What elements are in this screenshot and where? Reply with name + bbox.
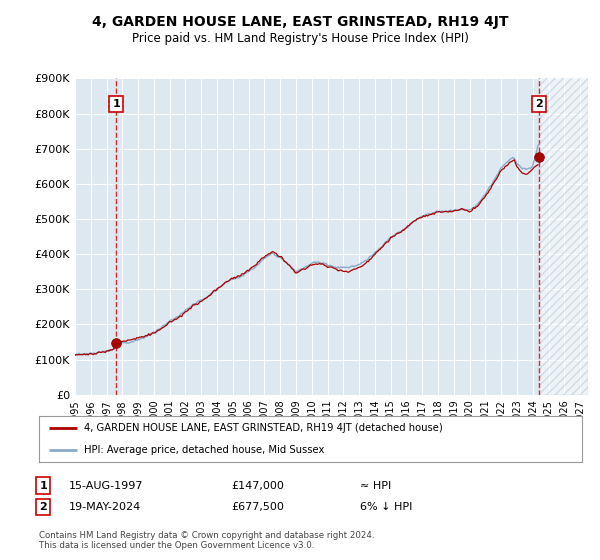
Text: £677,500: £677,500: [231, 502, 284, 512]
Text: 2: 2: [535, 99, 542, 109]
Text: 1: 1: [40, 480, 47, 491]
Text: £147,000: £147,000: [231, 480, 284, 491]
Text: 2: 2: [40, 502, 47, 512]
Text: 15-AUG-1997: 15-AUG-1997: [69, 480, 143, 491]
Text: 6% ↓ HPI: 6% ↓ HPI: [360, 502, 412, 512]
Text: 1: 1: [112, 99, 120, 109]
Text: 4, GARDEN HOUSE LANE, EAST GRINSTEAD, RH19 4JT (detached house): 4, GARDEN HOUSE LANE, EAST GRINSTEAD, RH…: [83, 423, 442, 433]
Text: Contains HM Land Registry data © Crown copyright and database right 2024.
This d: Contains HM Land Registry data © Crown c…: [39, 531, 374, 550]
Text: Price paid vs. HM Land Registry's House Price Index (HPI): Price paid vs. HM Land Registry's House …: [131, 32, 469, 45]
Text: 19-MAY-2024: 19-MAY-2024: [69, 502, 141, 512]
Bar: [539, 78, 588, 395]
Text: ≈ HPI: ≈ HPI: [360, 480, 391, 491]
Text: HPI: Average price, detached house, Mid Sussex: HPI: Average price, detached house, Mid …: [83, 445, 324, 455]
Text: 4, GARDEN HOUSE LANE, EAST GRINSTEAD, RH19 4JT: 4, GARDEN HOUSE LANE, EAST GRINSTEAD, RH…: [92, 15, 508, 29]
